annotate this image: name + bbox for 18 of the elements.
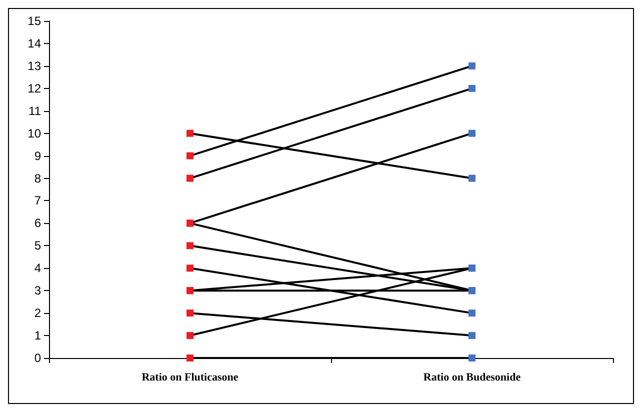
y-tick-label: 7 xyxy=(34,194,42,208)
y-tick-label: 6 xyxy=(34,216,42,230)
y-tick-label: 11 xyxy=(28,104,42,118)
y-tick-label: 15 xyxy=(28,14,42,28)
y-tick-label: 0 xyxy=(34,351,42,365)
y-tick-label: 12 xyxy=(28,81,42,96)
y-tick-label: 1 xyxy=(34,328,42,343)
x-tick-label: Ratio on Budesonide xyxy=(423,372,521,384)
y-tick-label: 3 xyxy=(34,284,42,298)
y-tick-label: 10 xyxy=(28,126,42,140)
y-tick-label: 13 xyxy=(28,58,42,73)
y-tick-label: 8 xyxy=(34,171,42,186)
y-tick-label: 2 xyxy=(34,306,42,320)
y-tick-label: 5 xyxy=(34,238,42,253)
x-tick-label: Ratio on Fluticasone xyxy=(142,372,238,384)
y-tick-label: 4 xyxy=(34,261,42,276)
y-tick-label: 14 xyxy=(28,36,42,50)
y-tick-label: 9 xyxy=(34,148,42,163)
